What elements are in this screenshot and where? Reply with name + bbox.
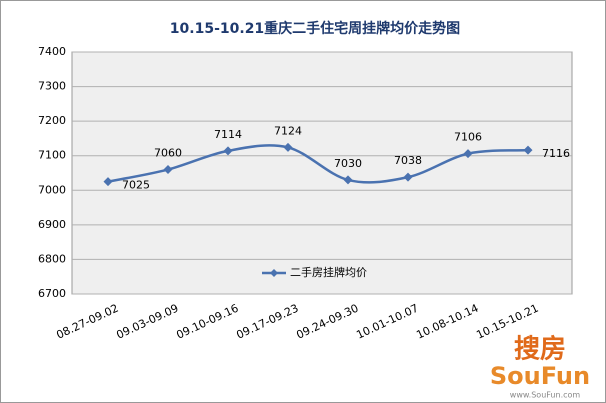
- data-label: 7106: [454, 131, 482, 144]
- y-tick-label: 7000: [38, 183, 66, 196]
- point-marker: [343, 175, 353, 185]
- y-tick-label: 6700: [38, 287, 66, 300]
- point-marker: [163, 165, 173, 175]
- data-label: 7116: [542, 147, 570, 160]
- y-tick-label: 7200: [38, 114, 66, 127]
- y-tick-label: 7300: [38, 80, 66, 93]
- point-marker: [103, 177, 113, 187]
- legend-box: [258, 263, 398, 283]
- data-label: 7025: [122, 179, 150, 192]
- watermark-cn: 搜房: [514, 335, 566, 365]
- data-label: 7124: [274, 124, 302, 137]
- point-marker: [283, 142, 293, 152]
- legend-label: 二手房挂牌均价: [290, 265, 367, 279]
- point-marker: [403, 172, 413, 182]
- legend-marker: [270, 269, 278, 277]
- y-tick-label: 6800: [38, 252, 66, 265]
- watermark-url: www.SouFun.com: [510, 391, 581, 400]
- data-label: 7114: [214, 128, 242, 141]
- watermark-en: SouFun: [490, 362, 590, 390]
- data-label: 7038: [394, 154, 422, 167]
- point-marker: [223, 146, 233, 156]
- y-tick-label: 7400: [38, 45, 66, 58]
- point-marker: [523, 145, 533, 155]
- y-tick-label: 6900: [38, 218, 66, 231]
- data-label: 7030: [334, 157, 362, 170]
- series-line: [107, 144, 529, 184]
- y-tick-label: 7100: [38, 149, 66, 162]
- data-label: 7060: [154, 147, 182, 160]
- point-marker: [463, 149, 473, 159]
- chart-title: 10.15-10.21重庆二手住宅周挂牌均价走势图: [170, 20, 460, 37]
